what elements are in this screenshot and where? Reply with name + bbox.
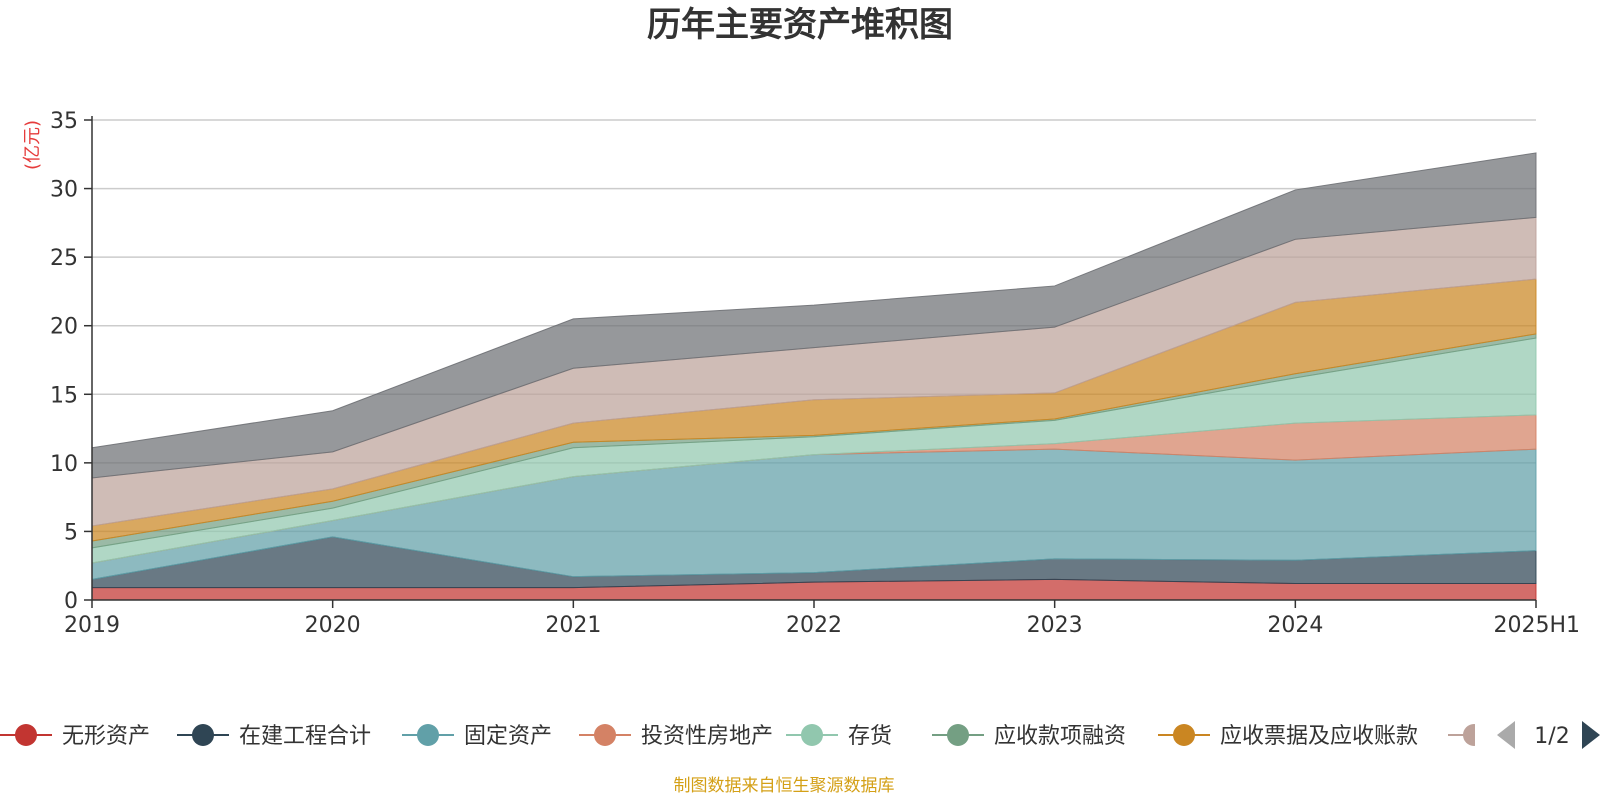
legend-marker [192,724,214,746]
legend-label: 固定资产 [464,724,552,749]
y-axis-unit-label: (亿元) [22,120,43,170]
x-tick-label: 2025H1 [1493,613,1580,638]
area-series-8 [91,152,1537,479]
legend-marker [15,724,37,746]
y-tick-label: 30 [50,178,78,203]
source-note: 制图数据来自恒生聚源数据库 [674,776,895,796]
legend-marker [947,724,969,746]
legend-item[interactable]: 应收款项融资 [932,724,1126,749]
legend-label: 应收票据及应收账款 [1220,724,1418,749]
legend-mask [1475,712,1600,762]
legend-label: 投资性房地产 [641,724,773,749]
y-tick-label: 5 [64,520,78,545]
legend-item[interactable]: 应收票据及应收账款 [1158,724,1418,749]
axes: 0 5 10 15 20 25 30 35 2019 2020 2021 2022 2023 2024 20… [50,109,1580,638]
legend-marker [594,724,616,746]
legend-prev-arrow-icon[interactable] [1497,721,1515,749]
y-tick-label: 20 [50,315,78,340]
x-tick-label: 2020 [305,613,361,638]
legend-item[interactable]: 投资性房地产 [579,724,773,749]
legend-label: 无形资产 [62,724,150,749]
legend[interactable]: 无形资产 在建工程合计 固定资产 投资性房地产 存货 应收款项融资 应收票据及应收账款 1/2 [0,712,1600,762]
legend-marker [801,724,823,746]
legend-label: 在建工程合计 [239,724,371,749]
legend-marker [1173,724,1195,746]
legend-item[interactable]: 存货 [786,724,892,749]
legend-item[interactable]: 无形资产 [0,724,150,749]
y-tick-label: 0 [64,589,78,614]
chart-title: 历年主要资产堆积图 [647,5,953,45]
legend-item[interactable]: 固定资产 [402,724,552,749]
x-tick-label: 2022 [786,613,842,638]
legend-item[interactable]: 在建工程合计 [177,724,371,749]
y-tick-label: 25 [50,246,78,271]
x-tick-label: 2024 [1267,613,1323,638]
legend-label: 应收款项融资 [994,724,1126,749]
y-tick-label: 35 [50,109,78,134]
x-tick-label: 2023 [1027,613,1083,638]
legend-page-indicator: 1/2 [1534,724,1569,749]
legend-marker [417,724,439,746]
legend-label: 存货 [848,724,892,749]
x-tick-label: 2019 [64,613,120,638]
y-tick-label: 15 [50,383,78,408]
legend-items: 无形资产 在建工程合计 固定资产 投资性房地产 存货 应收款项融资 应收票据及应收账款 [0,724,1500,749]
y-tick-label: 10 [50,452,78,477]
legend-next-arrow-icon[interactable] [1582,721,1600,749]
area-series [91,152,1537,601]
x-tick-label: 2021 [545,613,601,638]
